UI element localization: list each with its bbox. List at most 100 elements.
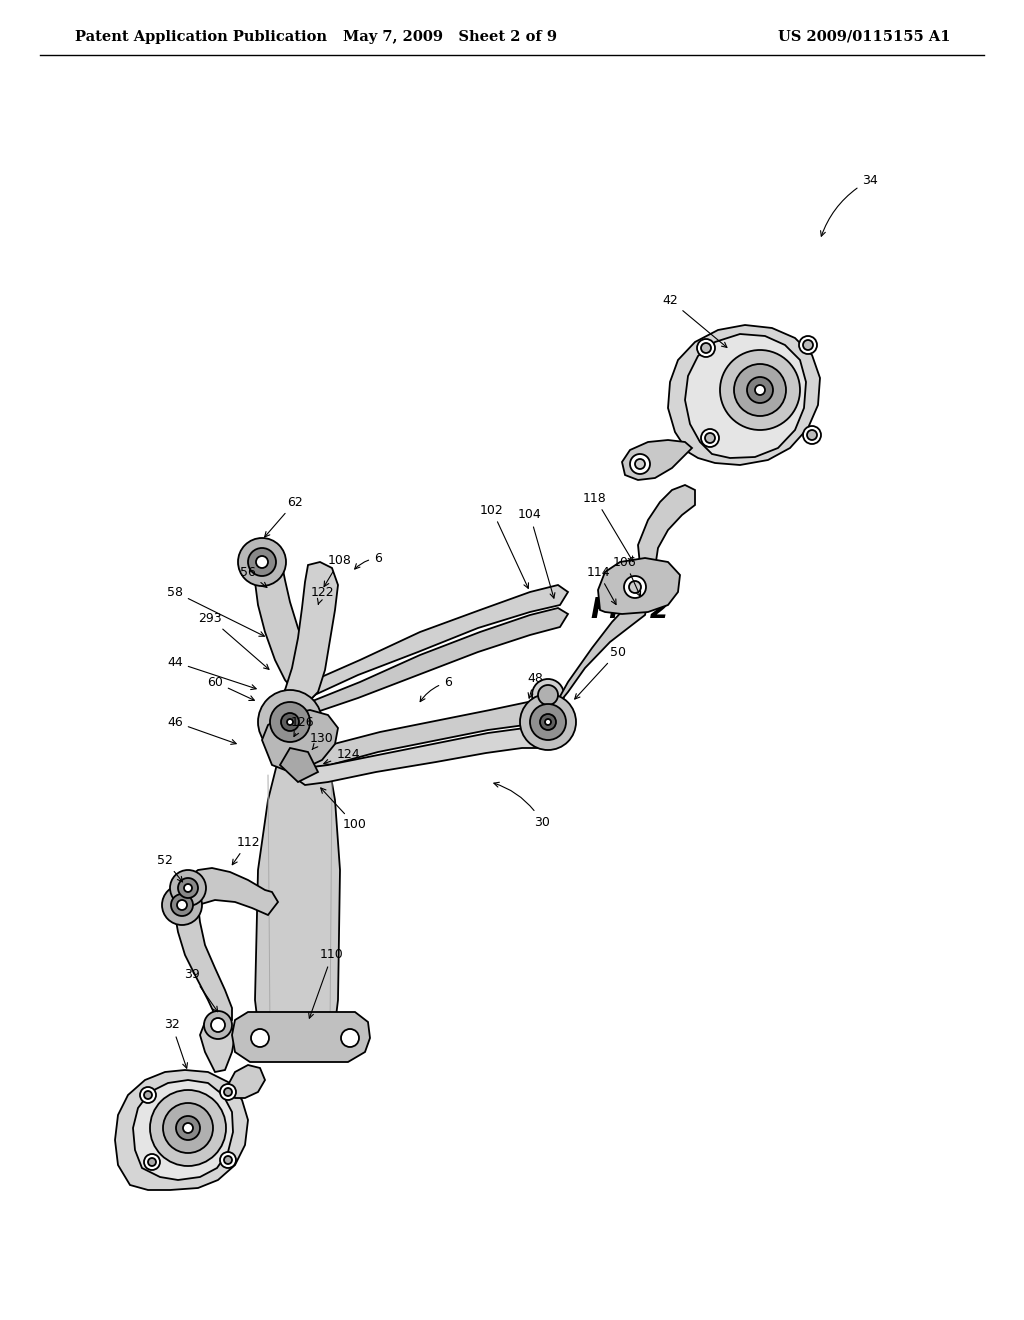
Text: 110: 110 <box>308 949 344 1018</box>
Text: 293: 293 <box>199 611 269 669</box>
Circle shape <box>211 1018 225 1032</box>
Circle shape <box>251 1030 269 1047</box>
Circle shape <box>287 719 293 725</box>
Circle shape <box>176 1115 200 1140</box>
Text: 124: 124 <box>324 748 359 764</box>
Circle shape <box>220 1152 236 1168</box>
Circle shape <box>270 702 310 742</box>
Polygon shape <box>285 562 338 708</box>
Text: 108: 108 <box>324 553 352 586</box>
Text: 100: 100 <box>321 788 367 832</box>
Circle shape <box>144 1092 152 1100</box>
Text: 50: 50 <box>574 645 626 700</box>
Circle shape <box>224 1156 232 1164</box>
Circle shape <box>701 343 711 352</box>
Polygon shape <box>668 325 820 465</box>
Text: Patent Application Publication: Patent Application Publication <box>75 30 327 44</box>
Text: 104: 104 <box>518 508 555 598</box>
Text: May 7, 2009   Sheet 2 of 9: May 7, 2009 Sheet 2 of 9 <box>343 30 557 44</box>
Circle shape <box>545 719 551 725</box>
Circle shape <box>178 878 198 898</box>
Text: 62: 62 <box>264 495 303 537</box>
Circle shape <box>720 350 800 430</box>
Text: 32: 32 <box>164 1019 187 1068</box>
Circle shape <box>540 714 556 730</box>
Circle shape <box>624 576 646 598</box>
Circle shape <box>746 378 773 403</box>
Polygon shape <box>598 558 680 614</box>
Circle shape <box>630 454 650 474</box>
Polygon shape <box>255 562 318 700</box>
Circle shape <box>204 1011 232 1039</box>
Circle shape <box>258 690 322 754</box>
Circle shape <box>705 433 715 444</box>
Text: 6: 6 <box>420 676 452 702</box>
Polygon shape <box>255 735 340 1041</box>
Circle shape <box>184 884 193 892</box>
Text: US 2009/0115155 A1: US 2009/0115155 A1 <box>777 30 950 44</box>
Polygon shape <box>232 1012 370 1063</box>
Text: 118: 118 <box>583 491 633 561</box>
Circle shape <box>799 337 817 354</box>
Polygon shape <box>298 702 555 768</box>
Circle shape <box>538 685 558 705</box>
Text: 130: 130 <box>310 731 334 750</box>
Circle shape <box>755 385 765 395</box>
Polygon shape <box>200 1015 234 1072</box>
Text: 34: 34 <box>820 173 878 236</box>
Polygon shape <box>280 748 318 781</box>
Circle shape <box>163 1104 213 1152</box>
Circle shape <box>238 539 286 586</box>
Polygon shape <box>278 585 568 706</box>
Text: 58: 58 <box>167 586 264 636</box>
Circle shape <box>224 1088 232 1096</box>
Polygon shape <box>133 1080 233 1180</box>
Polygon shape <box>175 902 232 1022</box>
Circle shape <box>520 694 575 750</box>
Circle shape <box>341 1030 359 1047</box>
Circle shape <box>183 1123 193 1133</box>
Circle shape <box>629 581 641 593</box>
Text: 60: 60 <box>207 676 254 701</box>
Text: 102: 102 <box>480 503 528 589</box>
Text: 106: 106 <box>613 556 641 597</box>
Text: 56: 56 <box>240 565 267 587</box>
Circle shape <box>220 1084 236 1100</box>
Text: 46: 46 <box>167 715 237 744</box>
Circle shape <box>144 1154 160 1170</box>
Polygon shape <box>278 609 568 722</box>
Circle shape <box>162 884 202 925</box>
Circle shape <box>171 894 193 916</box>
Text: 52: 52 <box>157 854 182 882</box>
Text: 126: 126 <box>290 715 313 737</box>
Circle shape <box>803 341 813 350</box>
Text: 30: 30 <box>494 783 550 829</box>
Polygon shape <box>115 1071 248 1191</box>
Circle shape <box>256 556 268 568</box>
Polygon shape <box>295 729 555 785</box>
Circle shape <box>148 1158 156 1166</box>
Polygon shape <box>685 334 806 458</box>
Text: 6: 6 <box>354 552 382 569</box>
Text: 44: 44 <box>167 656 256 689</box>
Text: 112: 112 <box>232 836 260 865</box>
Circle shape <box>697 339 715 356</box>
Polygon shape <box>545 598 648 708</box>
Circle shape <box>530 704 566 741</box>
Text: 39: 39 <box>184 969 218 1011</box>
Circle shape <box>734 364 786 416</box>
Text: Fig-2: Fig-2 <box>590 597 669 624</box>
Text: 42: 42 <box>663 293 727 347</box>
Polygon shape <box>185 869 278 915</box>
Circle shape <box>281 713 299 731</box>
Circle shape <box>150 1090 226 1166</box>
Polygon shape <box>622 440 692 480</box>
Polygon shape <box>262 710 338 770</box>
Text: 48: 48 <box>527 672 543 698</box>
Circle shape <box>140 1086 156 1104</box>
Polygon shape <box>638 484 695 572</box>
Circle shape <box>807 430 817 440</box>
Text: 122: 122 <box>310 586 334 605</box>
Circle shape <box>170 870 206 906</box>
Circle shape <box>803 426 821 444</box>
